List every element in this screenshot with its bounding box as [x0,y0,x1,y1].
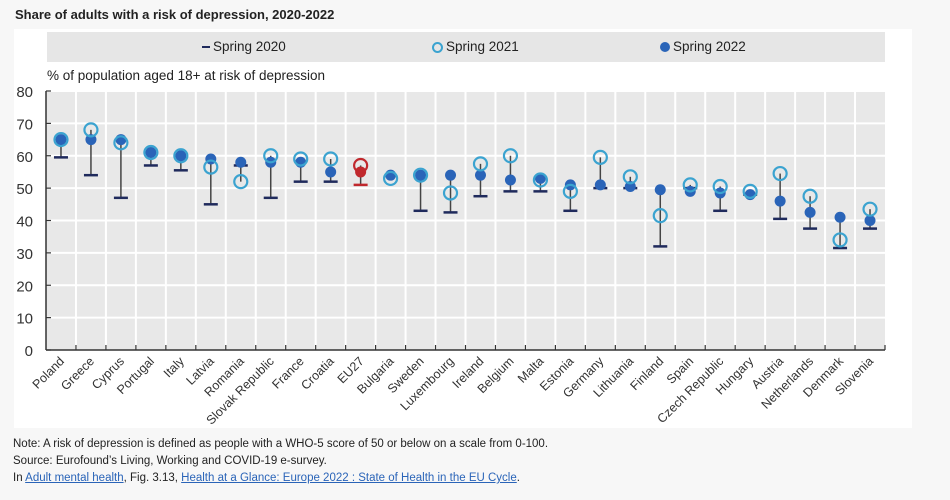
marker-spring-2021 [173,148,189,164]
marker-spring-2021 [113,135,129,151]
y-tick-label: 20 [16,278,33,295]
marker-spring-2022 [504,174,516,186]
footnotes: Note: A risk of depression is defined as… [13,436,548,487]
marker-spring-2021 [802,188,818,204]
adult-mental-health-link[interactable]: Adult mental health [25,472,124,484]
marker-spring-2021 [742,183,758,199]
citation-middle: , Fig. 3.13, [123,472,182,484]
marker-spring-2022 [804,206,816,218]
legend-label: Spring 2021 [446,39,519,54]
y-tick-label: 60 [16,149,33,166]
y-tick-label: 50 [16,181,33,198]
legend: Spring 2020 Spring 2021 Spring 2022 [47,32,885,62]
marker-spring-2021 [772,165,788,182]
x-tick-label: Croatia [298,354,336,392]
marker-spring-2022 [534,172,546,184]
marker-spring-2022 [474,169,486,181]
marker-spring-2022 [235,156,247,168]
filled-circle-marker-icon [660,42,670,53]
x-tick-label: Finland [627,354,666,393]
marker-spring-2022 [774,195,786,207]
marker-spring-2022 [175,150,187,162]
marker-spring-2021 [382,170,399,187]
y-tick-label: 40 [16,214,33,231]
marker-spring-2022 [654,184,666,196]
legend-item-spring-2022[interactable]: Spring 2022 [660,39,746,54]
marker-spring-2022 [55,134,67,146]
marker-spring-2021 [412,167,429,183]
marker-spring-2021 [592,149,608,165]
marker-spring-2022 [594,179,606,191]
x-tick-label: Greece [58,354,97,393]
marker-spring-2021 [712,178,728,195]
citation-prefix: In [13,472,26,484]
marker-spring-2021 [293,151,309,167]
y-tick-label: 70 [16,116,33,133]
legend-label: Spring 2020 [213,39,286,54]
marker-spring-2022 [145,147,157,159]
marker-spring-2022 [445,169,457,181]
chart-title: Share of adults with a risk of depressio… [15,7,335,22]
x-tick-label: Italy [161,354,188,381]
legend-item-spring-2020[interactable]: Spring 2020 [202,39,286,54]
y-tick-label: 0 [25,343,33,360]
legend-label: Spring 2022 [673,39,746,54]
marker-spring-2021 [233,174,249,190]
marker-spring-2022 [864,215,876,226]
health-at-a-glance-link[interactable]: Health at a Glance: Europe 2022 : State … [181,472,517,484]
source-text: Source: Eurofound’s Living, Working and … [13,455,327,467]
marker-spring-2021 [532,172,549,188]
marker-spring-2021 [652,208,668,224]
marker-spring-2021 [682,177,698,193]
marker-spring-2021 [472,156,489,172]
note-text: Note: A risk of depression is defined as… [13,438,549,450]
marker-spring-2021 [562,183,578,199]
y-tick-label: 80 [16,84,33,101]
marker-spring-2022 [415,169,427,181]
dash-marker-icon [202,46,210,49]
y-tick-label: 30 [16,246,33,263]
y-tick-label: 10 [16,311,33,328]
marker-spring-2021 [862,201,878,217]
marker-spring-2021 [442,185,459,201]
open-circle-marker-icon [432,41,443,53]
marker-spring-2021 [143,144,159,161]
marker-spring-2021 [832,232,848,248]
marker-spring-2021 [323,151,339,167]
marker-spring-2021 [203,159,219,175]
citation-suffix: . [516,472,520,484]
y-axis-label: % of population aged 18+ at risk of depr… [47,68,326,83]
marker-spring-2022 [834,211,846,223]
marker-spring-2021 [83,122,99,138]
marker-spring-2021 [622,169,638,185]
marker-spring-2021 [263,148,279,164]
marker-spring-2021 [53,131,69,148]
legend-item-spring-2021[interactable]: Spring 2021 [432,39,519,54]
marker-spring-2022 [325,166,337,178]
marker-spring-2021 [502,148,519,164]
citation-line: In Adult mental health, Fig. 3.13, Healt… [13,470,548,487]
marker-spring-2021 [353,157,369,174]
